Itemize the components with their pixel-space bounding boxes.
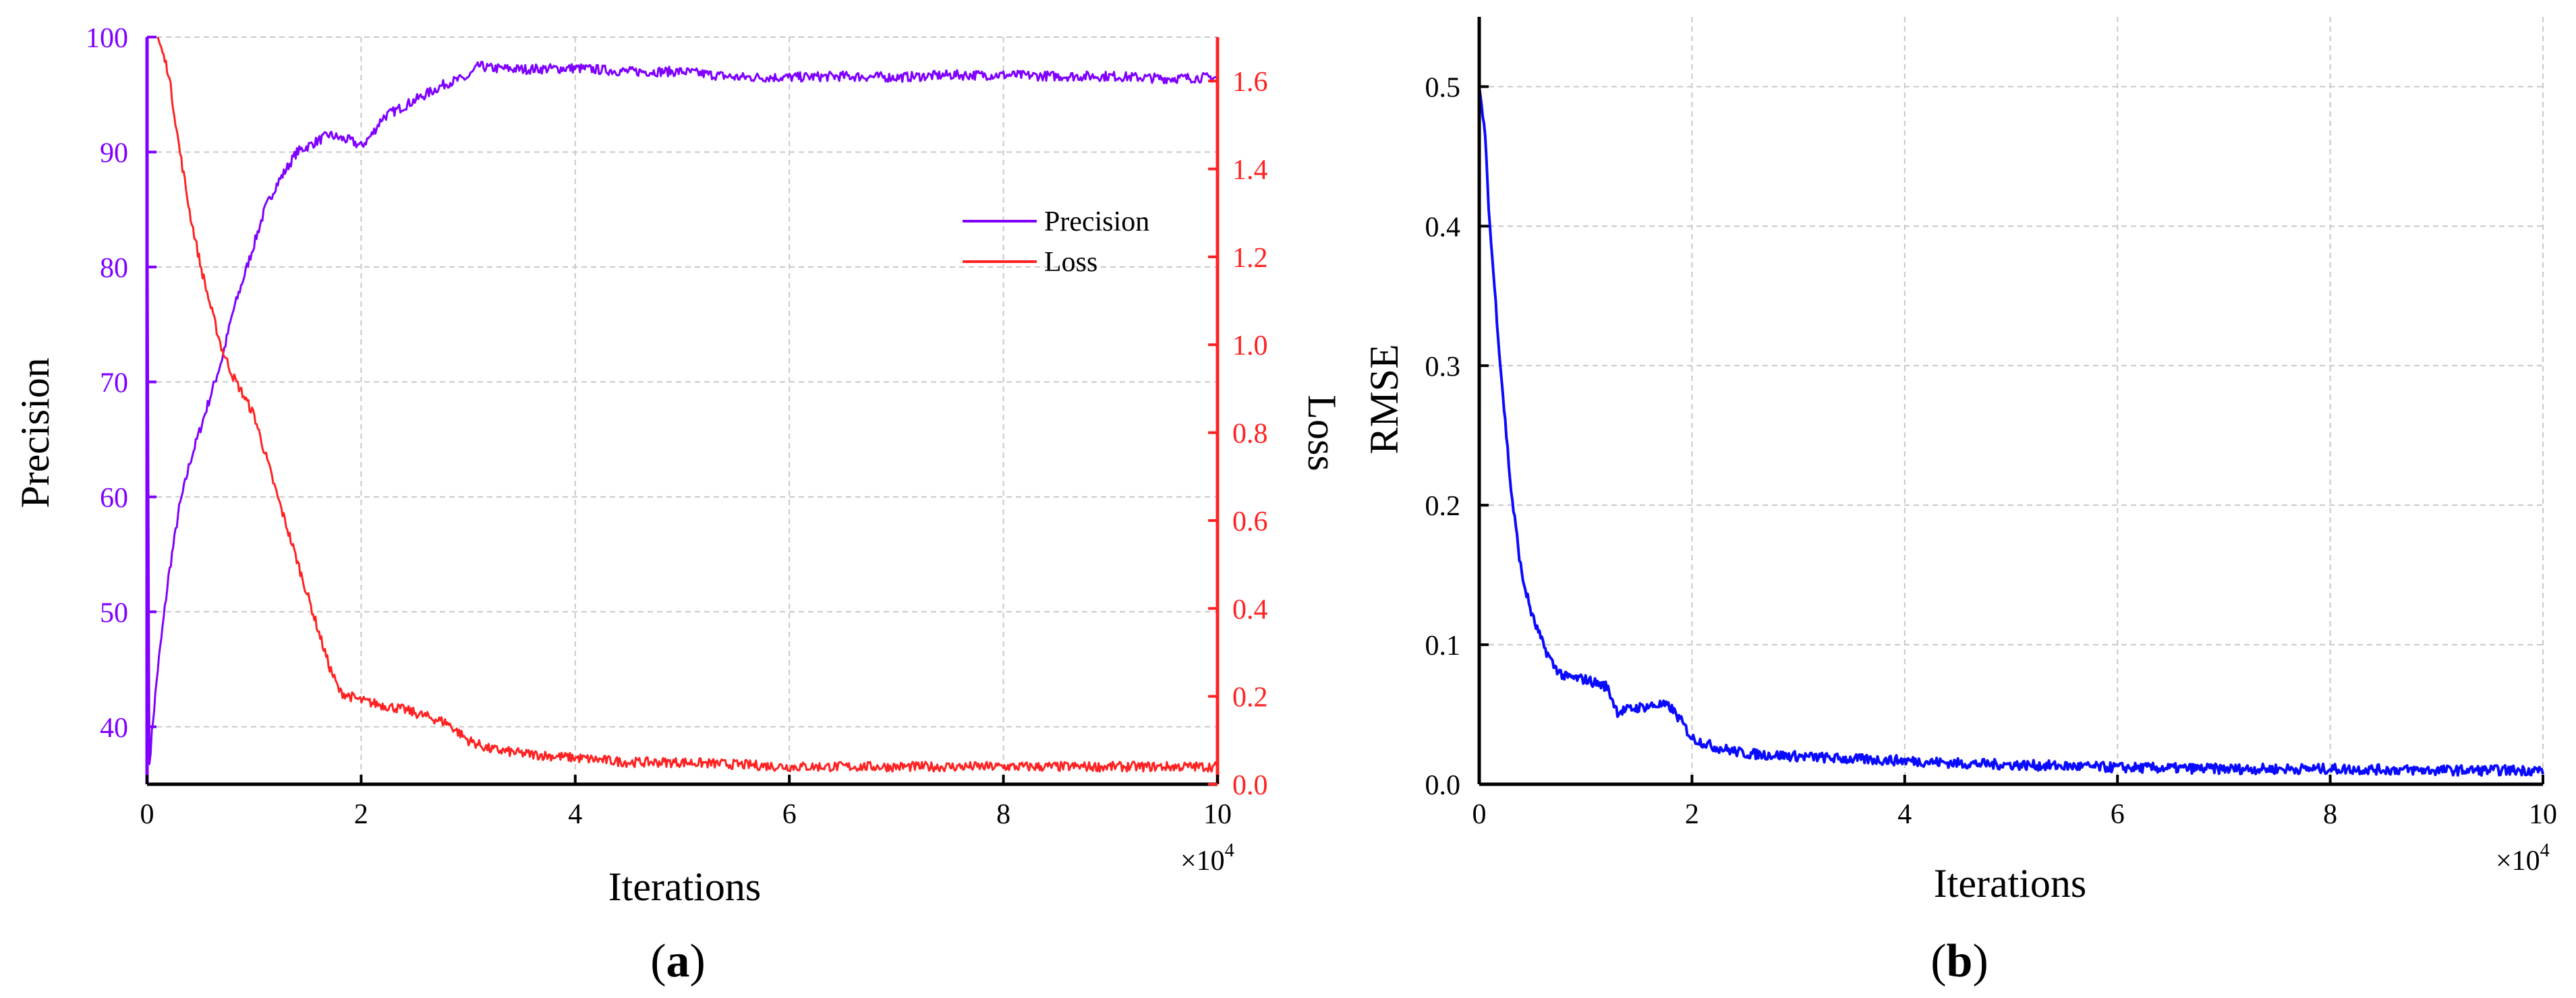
y-tick-label: 0.0	[1425, 770, 1461, 801]
chart-a-y2label: Loss	[1300, 394, 1344, 471]
x-tick-label: 10	[1203, 799, 1232, 830]
chart-a-ticks: 0 2 4 6 8 10 40 50 60 70 80 90 100 0.0 0.2 0.4 0.6 0.8 1.0…	[86, 23, 1268, 830]
y2-tick-label: 0.4	[1232, 594, 1268, 625]
y2-tick-label: 0.6	[1232, 506, 1268, 537]
x-tick-label: 0	[1472, 799, 1487, 830]
y2-tick-label: 0.8	[1232, 419, 1268, 450]
chart-b-ticks: 0 2 4 6 8 10 0.0 0.1 0.2 0.3 0.4 0.5	[1425, 72, 2558, 830]
y-tick-label: 0.1	[1425, 630, 1461, 662]
x-tick-label: 8	[2323, 799, 2337, 830]
x-tick-label: 2	[354, 799, 368, 830]
chart-a-grid	[147, 36, 1218, 784]
x-tick-label: 0	[140, 799, 154, 830]
panel-a-label: (a)	[650, 935, 706, 987]
legend-precision-label: Precision	[1044, 206, 1149, 237]
chart-a: 0 2 4 6 8 10 40 50 60 70 80 90 100 0.0 0.2 0.4 0.6 0.8 1.0…	[13, 23, 1344, 987]
y-tick-label: 0.2	[1425, 491, 1461, 522]
chart-b-xlabel: Iterations	[1934, 861, 2087, 906]
y2-tick-label: 1.0	[1232, 330, 1268, 361]
x-tick-label: 6	[782, 799, 797, 830]
chart-a-ylabel: Precision	[13, 357, 57, 508]
chart-a-x-multiplier: ×104	[1180, 840, 1234, 877]
y-tick-label: 70	[100, 368, 128, 399]
chart-a-legend: Precision Loss	[963, 206, 1149, 278]
chart-b: 0 2 4 6 8 10 0.0 0.1 0.2 0.3 0.4 0.5 Iterations RMS…	[1362, 17, 2557, 987]
y-tick-label: 0.5	[1425, 72, 1461, 103]
chart-b-axes	[1477, 17, 2543, 786]
chart-a-xlabel: Iterations	[608, 864, 762, 909]
y2-tick-label: 1.6	[1232, 67, 1268, 98]
chart-a-series	[146, 36, 1218, 773]
y-tick-label: 60	[100, 483, 128, 514]
y-tick-label: 40	[100, 713, 128, 744]
x-tick-label: 6	[2111, 799, 2125, 830]
y2-tick-label: 1.4	[1232, 155, 1268, 186]
y-tick-label: 100	[86, 23, 128, 54]
y-tick-label: 0.3	[1425, 351, 1461, 382]
y2-tick-label: 0.0	[1232, 770, 1268, 801]
x-tick-label: 8	[996, 799, 1010, 830]
chart-b-grid	[1479, 17, 2544, 784]
chart-b-x-multiplier: ×104	[2496, 840, 2550, 877]
chart-a-axes	[145, 37, 1220, 786]
y-tick-label: 50	[100, 597, 128, 628]
series-line-precision	[146, 36, 1218, 765]
y2-tick-label: 1.2	[1232, 243, 1268, 274]
x-tick-label: 4	[1897, 799, 1912, 830]
x-tick-label: 4	[568, 799, 582, 830]
x-tick-label: 2	[1685, 799, 1699, 830]
x-tick-label: 10	[2529, 799, 2557, 830]
series-line-loss	[156, 36, 1218, 773]
series-line-rmse	[1478, 86, 2544, 777]
y-tick-label: 90	[100, 138, 128, 169]
panel-b-label: (b)	[1930, 935, 1988, 987]
y2-tick-label: 0.2	[1232, 682, 1268, 713]
y-tick-label: 80	[100, 253, 128, 284]
chart-b-series	[1478, 86, 2544, 777]
y-tick-label: 0.4	[1425, 212, 1461, 243]
legend-loss-label: Loss	[1044, 247, 1097, 278]
chart-b-ylabel: RMSE	[1362, 344, 1406, 454]
